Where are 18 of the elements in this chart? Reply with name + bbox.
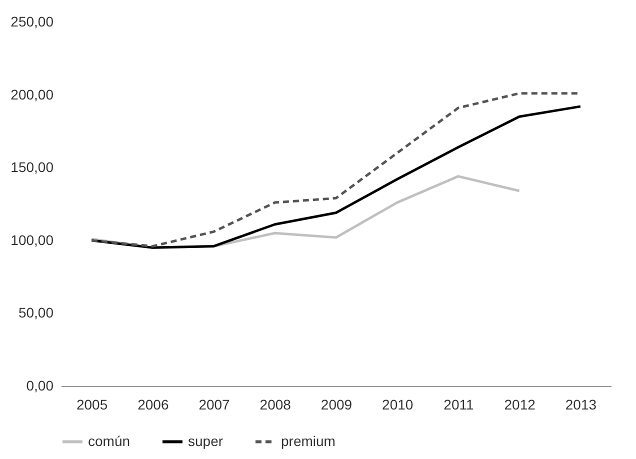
legend-label: común <box>88 432 130 449</box>
x-tick-label: 2009 <box>320 396 352 412</box>
x-tick-label: 2012 <box>504 396 536 412</box>
legend-label: premium <box>281 432 336 449</box>
x-tick-label: 2007 <box>198 396 230 412</box>
x-tick-label: 2006 <box>138 396 169 412</box>
y-tick-label: 200,00 <box>10 86 54 102</box>
y-tick-label: 50,00 <box>18 304 54 321</box>
x-tick-label: 2010 <box>382 396 414 412</box>
y-tick-label: 250,00 <box>10 14 54 30</box>
x-tick-label: 2008 <box>260 396 292 412</box>
y-tick-label: 0,00 <box>26 378 54 394</box>
x-tick-label: 2005 <box>76 396 108 412</box>
x-tick-label: 2013 <box>565 396 597 412</box>
y-tick-label: 150,00 <box>10 159 54 176</box>
y-tick-label: 100,00 <box>10 232 54 248</box>
legend-label: super <box>188 432 224 449</box>
x-tick-label: 2011 <box>444 396 474 412</box>
